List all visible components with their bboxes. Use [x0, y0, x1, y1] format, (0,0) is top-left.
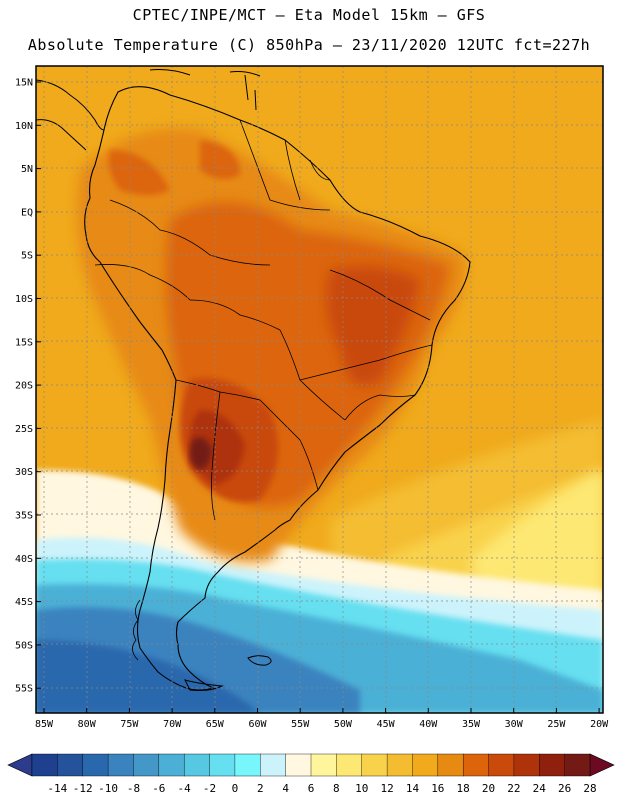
- field-north-hot: [108, 150, 170, 195]
- falkland-islands: [247, 655, 272, 666]
- colorbar-label: 24: [533, 782, 547, 795]
- lon-tick-label: 85W: [35, 719, 54, 730]
- lat-tick-label: 30S: [15, 467, 33, 478]
- colorbar-label: -6: [152, 782, 165, 795]
- colorbar-swatch: [437, 753, 464, 777]
- lon-tick-label: 40W: [419, 719, 438, 730]
- map-field: [36, 66, 603, 713]
- map-frame: [35, 65, 604, 714]
- colorbar-label: 6: [308, 782, 315, 795]
- tierra-del-fuego: [184, 679, 224, 691]
- lat-tick-label: 40S: [15, 554, 33, 565]
- field-land-hotter-east: [326, 266, 420, 386]
- lat-tick-label: 45S: [15, 597, 33, 608]
- colorbar-swatch: [361, 753, 388, 777]
- colorbar-swatch: [260, 753, 287, 777]
- lat-tick-label: 20S: [15, 381, 33, 392]
- colorbar-label: -2: [203, 782, 216, 795]
- lon-tick-label: 50W: [334, 719, 353, 730]
- lat-tick-label: 5S: [21, 251, 33, 262]
- lat-tick-label: 25S: [15, 424, 33, 435]
- lat-tick-label: 10N: [15, 121, 33, 132]
- colorbar-swatch: [234, 753, 261, 777]
- colorbar-label: -12: [73, 782, 93, 795]
- colorbar-label: 4: [282, 782, 289, 795]
- colorbar-swatch: [564, 753, 591, 777]
- colorbar-label: -10: [98, 782, 118, 795]
- colorbar-swatch: [82, 753, 109, 777]
- colorbar-swatch: [209, 753, 236, 777]
- colorbar-swatch: [336, 753, 363, 777]
- colorbar-over-arrow: [589, 753, 615, 777]
- colorbar-swatch: [386, 753, 413, 777]
- colorbar-swatch: [513, 753, 540, 777]
- lon-tick-label: 75W: [120, 719, 139, 730]
- colorbar-swatch: [57, 753, 84, 777]
- colorbar-label: 16: [431, 782, 444, 795]
- colorbar-label: 2: [257, 782, 264, 795]
- colorbar-label: 28: [583, 782, 596, 795]
- colorbar-under-arrow: [7, 753, 33, 777]
- title-model-line: CPTEC/INPE/MCT – Eta Model 15km – GFS: [132, 6, 486, 24]
- colorbar-label: 22: [507, 782, 520, 795]
- colorbar-swatch: [539, 753, 566, 777]
- lon-tick-label: 35W: [462, 719, 481, 730]
- colorbar-label: -14: [47, 782, 67, 795]
- lon-tick-label: 70W: [163, 719, 182, 730]
- lon-tick-label: 45W: [377, 719, 396, 730]
- lat-tick-label: 5N: [21, 164, 33, 175]
- lat-tick-label: 10S: [15, 294, 33, 305]
- colorbar-swatch: [158, 753, 185, 777]
- lat-tick-label: 15N: [15, 78, 33, 89]
- lon-tick-label: 30W: [505, 719, 524, 730]
- chile-fjords: [132, 599, 141, 661]
- lat-tick-label: 50S: [15, 640, 33, 651]
- colorbar-label: 26: [558, 782, 571, 795]
- lesser-antilles: [244, 74, 257, 111]
- colorbar-label: 14: [406, 782, 420, 795]
- colorbar-label: 8: [333, 782, 340, 795]
- central-america-coast-2: [36, 119, 87, 151]
- colorbar-swatch: [488, 753, 515, 777]
- field-venezuela-hot: [200, 140, 240, 179]
- colorbar-swatch: [107, 753, 134, 777]
- colorbar-label: -4: [178, 782, 192, 795]
- continent-outline: [84, 86, 471, 691]
- colorbar-label: 0: [232, 782, 239, 795]
- colorbar-label: 18: [457, 782, 470, 795]
- field-coldest-band: [36, 640, 260, 713]
- lon-tick-label: 80W: [78, 719, 97, 730]
- colorbar-label: 12: [380, 782, 393, 795]
- colorbar-swatch: [412, 753, 439, 777]
- colorbar-label: 20: [482, 782, 495, 795]
- longitude-axis: 85W 80W 75W 70W 65W 60W 55W 50W 45W 40W 35W 30W 25W 2…: [35, 708, 609, 730]
- lon-tick-label: 60W: [248, 719, 267, 730]
- colorbar-label: -8: [127, 782, 140, 795]
- colorbar: -14 -12 -10 -8 -6 -4 -2 0 2 4 6 8 10 12 14 16 18 20 22 24 26…: [7, 753, 615, 795]
- colorbar-swatch: [183, 753, 211, 777]
- lon-tick-label: 65W: [206, 719, 225, 730]
- colorbar-swatch: [133, 753, 160, 777]
- lon-tick-label: 20W: [590, 719, 609, 730]
- colorbar-swatch: [31, 753, 58, 777]
- lon-tick-label: 25W: [547, 719, 566, 730]
- lat-tick-label: 55S: [15, 684, 33, 695]
- title-field-line: Absolute Temperature (C) 850hPa – 23/11/…: [27, 36, 591, 54]
- latitude-axis: 15N 10N 5N EQ 5S 10S 15S 20S 25S 30S 35S 40S 45S 50S 5…: [15, 78, 41, 695]
- central-america-coast: [36, 79, 105, 131]
- colorbar-label: 10: [355, 782, 368, 795]
- caribbean-islands: [149, 69, 261, 77]
- lat-tick-label: 15S: [15, 337, 33, 348]
- country-borders: [94, 119, 433, 521]
- colorbar-swatch: [285, 753, 312, 777]
- lon-tick-label: 55W: [291, 719, 310, 730]
- lat-tick-label: EQ: [21, 207, 33, 218]
- colorbar-swatch: [310, 753, 337, 777]
- field-land-max: [189, 437, 212, 470]
- colorbar-swatch: [462, 753, 490, 777]
- lat-tick-label: 35S: [15, 511, 33, 522]
